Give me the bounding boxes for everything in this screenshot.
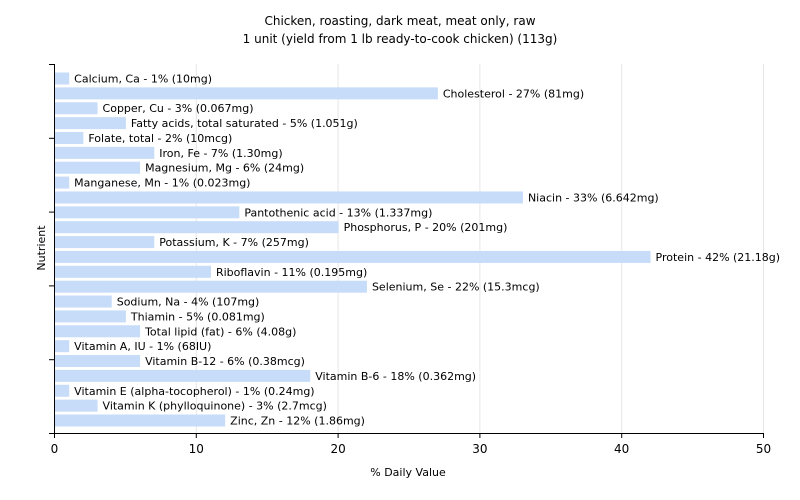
bar-label: Potassium, K - 7% (257mg) — [159, 236, 309, 249]
bar — [55, 161, 141, 174]
bar-label: Manganese, Mn - 1% (0.023mg) — [74, 177, 250, 190]
bar-label: Protein - 42% (21.18g) — [656, 251, 781, 264]
bar-label: Vitamin B-12 - 6% (0.38mcg) — [145, 355, 305, 368]
bar — [55, 102, 98, 115]
bar — [55, 146, 155, 159]
bar-label: Selenium, Se - 22% (15.3mcg) — [372, 281, 540, 294]
bar — [55, 250, 651, 263]
bar-label: Magnesium, Mg - 6% (24mg) — [145, 162, 304, 175]
bar — [55, 191, 523, 204]
x-tick-label: 0 — [51, 442, 59, 456]
bar-label: Vitamin A, IU - 1% (68IU) — [74, 340, 211, 353]
bar-label: Cholesterol - 27% (81mg) — [443, 87, 584, 100]
bar — [55, 310, 126, 323]
bar — [55, 221, 339, 234]
bar-label: Vitamin E (alpha-tocopherol) - 1% (0.24m… — [74, 385, 314, 398]
bar — [55, 87, 438, 100]
bar — [55, 131, 84, 144]
x-tick-label: 10 — [189, 442, 204, 456]
y-axis-title: Nutrient — [35, 225, 48, 271]
bar — [55, 414, 226, 427]
bar-label: Iron, Fe - 7% (1.30mg) — [159, 147, 282, 160]
bar-label: Thiamin - 5% (0.081mg) — [130, 310, 265, 323]
bar-label: Sodium, Na - 4% (107mg) — [117, 296, 260, 309]
bar — [55, 355, 141, 368]
bar — [55, 117, 126, 130]
bar-label: Pantothenic acid - 13% (1.337mg) — [244, 206, 432, 219]
bar — [55, 72, 70, 85]
x-axis-title: % Daily Value — [370, 466, 446, 479]
bar-label: Calcium, Ca - 1% (10mg) — [74, 73, 212, 86]
bar-label: Niacin - 33% (6.642mg) — [528, 191, 659, 204]
bar-label: Vitamin B-6 - 18% (0.362mg) — [315, 370, 476, 383]
bar — [55, 384, 70, 397]
x-tick-label: 20 — [330, 442, 345, 456]
bar — [55, 265, 211, 278]
bar — [55, 280, 367, 293]
bars: Calcium, Ca - 1% (10mg) Cholesterol - 27%… — [55, 72, 781, 428]
bar — [55, 295, 112, 308]
bar-label: Zinc, Zn - 12% (1.86mg) — [230, 415, 365, 428]
x-tick-label: 30 — [472, 442, 487, 456]
bar — [55, 399, 98, 412]
bar-label: Total lipid (fat) - 6% (4.08g) — [144, 325, 296, 338]
bar — [55, 236, 155, 249]
axes: 0 10 20 30 40 50 — [49, 64, 771, 456]
bar-label: Vitamin K (phylloquinone) - 3% (2.7mcg) — [103, 400, 327, 413]
chart-title-line-1: Chicken, roasting, dark meat, meat only,… — [264, 14, 536, 28]
bar-label: Fatty acids, total saturated - 5% (1.051… — [131, 117, 358, 130]
bar-label: Phosphorus, P - 20% (201mg) — [344, 221, 508, 234]
bar — [55, 176, 70, 189]
x-tick-label: 50 — [756, 442, 771, 456]
bar-label: Riboflavin - 11% (0.195mg) — [216, 266, 367, 279]
chart-title-line-2: 1 unit (yield from 1 lb ready-to-cook ch… — [242, 32, 558, 46]
bar-label: Copper, Cu - 3% (0.067mg) — [103, 102, 254, 115]
bar — [55, 340, 70, 353]
bar-label: Folate, total - 2% (10mcg) — [88, 132, 232, 145]
bar — [55, 369, 311, 382]
bar — [55, 325, 141, 338]
x-tick-label: 40 — [614, 442, 629, 456]
bar — [55, 206, 240, 219]
